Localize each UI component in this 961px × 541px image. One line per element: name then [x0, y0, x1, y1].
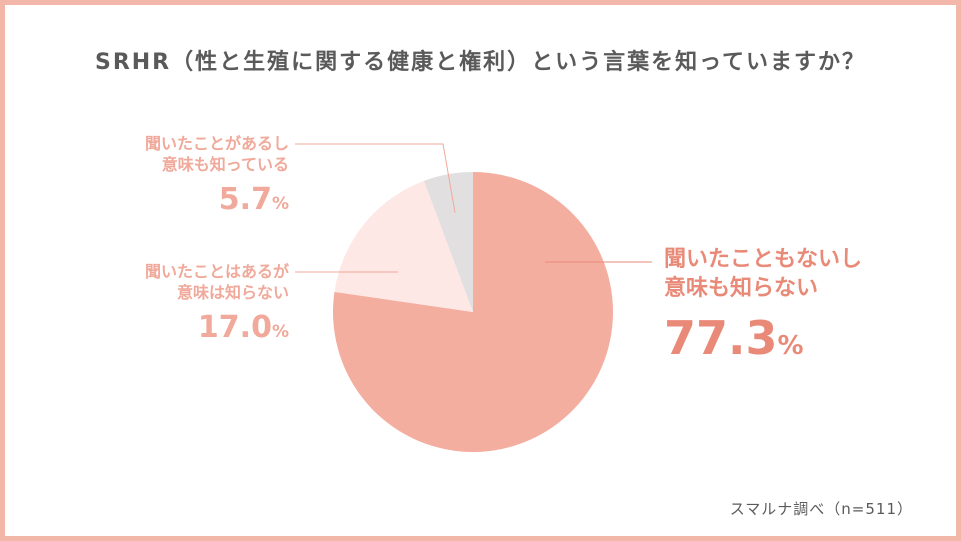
pie-slice-heard	[334, 180, 473, 312]
slice-label-heard-line1: 聞いたことはあるが	[144, 262, 289, 281]
slice-value-heard: 17.0%	[145, 308, 289, 347]
slice-label-known-line2: 意味も知っている	[161, 154, 289, 174]
slice-value-known: 5.7%	[145, 180, 289, 219]
source-note: スマルナ調べ（n=511）	[729, 500, 913, 518]
slice-label-heard-line2: 意味は知らない	[176, 282, 289, 302]
slice-label-heard: 聞いたことはあるが 意味は知らない 17.0%	[145, 262, 289, 347]
slice-value-unknown-number: 77.3	[664, 311, 778, 366]
slice-value-known-unit: %	[271, 193, 289, 214]
slice-label-unknown-line1: 聞いたこともないし	[664, 247, 863, 272]
slice-value-heard-number: 17.0	[197, 309, 272, 345]
slice-value-unknown-unit: %	[777, 331, 804, 362]
slice-label-known: 聞いたことがあるし 意味も知っている 5.7%	[145, 134, 289, 219]
slice-label-known-line1: 聞いたことがあるし	[144, 134, 289, 153]
slice-value-known-number: 5.7	[218, 181, 272, 217]
slice-label-unknown-line2: 意味も知らない	[664, 275, 819, 301]
leader-line-known	[295, 143, 456, 213]
slice-label-unknown: 聞いたこともないし 意味も知らない 77.3%	[664, 246, 862, 369]
slice-value-heard-unit: %	[271, 321, 289, 342]
pie-slice-known	[423, 172, 473, 312]
slice-value-unknown: 77.3%	[664, 309, 862, 369]
chart-title: SRHR（性と生殖に関する健康と権利）という言葉を知っていますか？	[94, 50, 867, 75]
